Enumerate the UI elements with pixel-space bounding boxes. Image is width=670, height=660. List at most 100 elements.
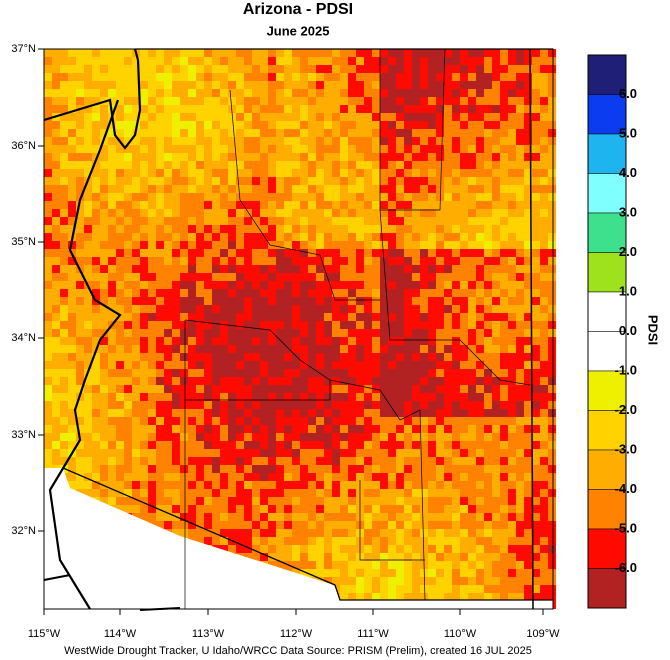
map-cell: [372, 249, 380, 257]
map-cell: [268, 57, 276, 65]
map-cell: [452, 169, 460, 177]
map-cell: [204, 273, 212, 281]
map-cell: [492, 449, 500, 457]
map-cell: [124, 457, 132, 465]
map-cell: [308, 169, 316, 177]
map-cell: [332, 225, 340, 233]
map-cell: [340, 225, 348, 233]
colorbar-label: 5.0: [619, 125, 637, 140]
map-cell: [60, 297, 68, 305]
map-cell: [388, 233, 396, 241]
map-cell: [508, 257, 516, 265]
map-cell: [252, 281, 260, 289]
map-cell: [116, 97, 124, 105]
map-cell: [444, 473, 452, 481]
map-cell: [196, 57, 204, 65]
map-cell: [132, 361, 140, 369]
map-cell: [188, 137, 196, 145]
map-cell: [188, 369, 196, 377]
map-cell: [204, 217, 212, 225]
map-cell: [468, 593, 476, 601]
map-cell: [388, 513, 396, 521]
map-cell: [348, 193, 356, 201]
lon-label: 112°W: [280, 628, 313, 640]
map-cell: [172, 313, 180, 321]
map-cell: [204, 409, 212, 417]
map-cell: [500, 289, 508, 297]
map-cell: [412, 73, 420, 81]
map-cell: [492, 505, 500, 513]
map-cell: [372, 345, 380, 353]
map-cell: [148, 441, 156, 449]
map-cell: [172, 353, 180, 361]
map-cell: [156, 481, 164, 489]
map-cell: [60, 273, 68, 281]
map-cell: [484, 369, 492, 377]
map-cell: [276, 473, 284, 481]
map-cell: [100, 241, 108, 249]
map-cell: [404, 113, 412, 121]
map-cell: [372, 65, 380, 73]
map-cell: [484, 121, 492, 129]
map-cell: [404, 537, 412, 545]
map-cell: [516, 121, 524, 129]
map-cell: [92, 113, 100, 121]
map-cell: [508, 105, 516, 113]
map-cell: [412, 129, 420, 137]
map-cell: [380, 481, 388, 489]
map-cell: [452, 73, 460, 81]
map-cell: [540, 89, 548, 97]
map-cell: [228, 281, 236, 289]
map-cell: [292, 449, 300, 457]
map-cell: [84, 49, 92, 57]
map-cell: [92, 145, 100, 153]
map-cell: [316, 361, 324, 369]
map-cell: [484, 441, 492, 449]
map-cell: [508, 425, 516, 433]
map-cell: [508, 233, 516, 241]
map-cell: [364, 305, 372, 313]
map-cell: [540, 529, 548, 537]
map-cell: [532, 441, 540, 449]
map-cell: [524, 233, 532, 241]
map-cell: [52, 417, 60, 425]
map-cell: [212, 521, 220, 529]
map-cell: [396, 217, 404, 225]
map-cell: [388, 49, 396, 57]
map-cell: [236, 481, 244, 489]
map-cell: [452, 105, 460, 113]
map-cell: [60, 193, 68, 201]
map-cell: [340, 193, 348, 201]
map-cell: [444, 361, 452, 369]
map-cell: [460, 289, 468, 297]
map-cell: [60, 177, 68, 185]
map-cell: [188, 289, 196, 297]
map-cell: [404, 345, 412, 353]
map-cell: [108, 457, 116, 465]
map-cell: [316, 393, 324, 401]
map-cell: [548, 161, 556, 169]
map-cell: [260, 513, 268, 521]
map-cell: [532, 145, 540, 153]
map-cell: [236, 281, 244, 289]
map-cell: [516, 161, 524, 169]
map-cell: [332, 441, 340, 449]
map-cell: [204, 505, 212, 513]
map-cell: [324, 113, 332, 121]
map-cell: [412, 113, 420, 121]
map-cell: [508, 353, 516, 361]
map-cell: [236, 177, 244, 185]
map-cell: [420, 513, 428, 521]
map-cell: [44, 161, 52, 169]
map-cell: [196, 441, 204, 449]
map-cell: [500, 329, 508, 337]
map-cell: [476, 137, 484, 145]
map-cell: [148, 321, 156, 329]
map-cell: [124, 137, 132, 145]
map-cell: [396, 465, 404, 473]
map-cell: [180, 201, 188, 209]
map-cell: [284, 441, 292, 449]
map-cell: [452, 233, 460, 241]
map-cell: [244, 521, 252, 529]
map-cell: [292, 177, 300, 185]
